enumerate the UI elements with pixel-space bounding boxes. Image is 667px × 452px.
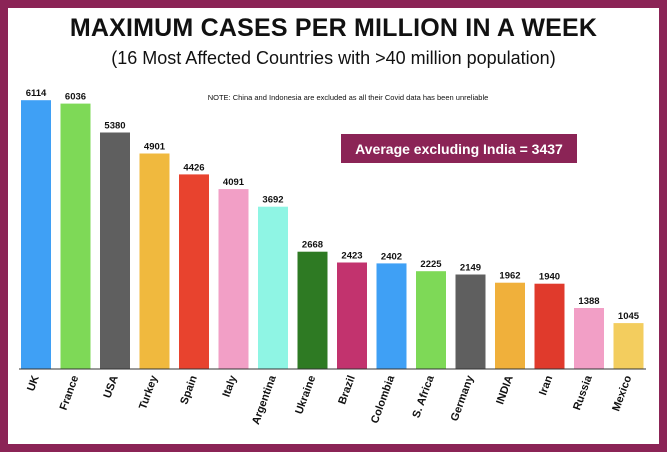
bar-brazil: [337, 262, 367, 369]
x-tick-label: Ukraine: [293, 374, 318, 416]
data-label: 4426: [183, 162, 204, 173]
x-tick-label: Iran: [537, 374, 555, 397]
x-tick-label: UK: [25, 374, 42, 393]
x-tick-label: USA: [102, 374, 121, 400]
bar-usa: [100, 132, 130, 369]
x-tick-label: Germany: [449, 373, 477, 423]
average-annotation: Average excluding India = 3437: [341, 134, 577, 163]
bar-russia: [574, 308, 604, 369]
bar-s-africa: [416, 271, 446, 369]
data-label: 2402: [381, 251, 402, 262]
data-label: 1962: [499, 271, 520, 282]
chart-subtitle: (16 Most Affected Countries with >40 mil…: [111, 48, 556, 68]
x-tick-label: S. Africa: [410, 373, 437, 419]
bar-spain: [179, 174, 209, 369]
x-tick-label: Brazil: [336, 374, 358, 406]
x-tick-label: Mexico: [610, 374, 634, 413]
data-label: 4091: [223, 177, 245, 188]
bar-colombia: [376, 263, 407, 369]
bar-italy: [218, 189, 249, 369]
x-tick-label: Italy: [221, 373, 240, 399]
bar-mexico: [613, 323, 644, 369]
x-tick-label: INDIA: [494, 374, 516, 406]
bar-ukraine: [297, 251, 328, 369]
bar-iran: [534, 283, 565, 369]
bar-turkey: [139, 153, 170, 369]
chart-note: NOTE: China and Indonesia are excluded a…: [207, 93, 489, 102]
bar-argentina: [258, 206, 288, 369]
x-tick-label: France: [58, 374, 82, 412]
bar-france: [60, 103, 91, 369]
data-label: 6036: [65, 92, 86, 103]
data-label: 5380: [104, 121, 125, 132]
data-label: 1940: [539, 272, 560, 283]
data-label: 2668: [302, 240, 323, 251]
x-tick-label: Colombia: [369, 373, 398, 425]
chart-title: MAXIMUM CASES PER MILLION IN A WEEK: [69, 14, 598, 42]
bar-india: [495, 282, 525, 369]
bar-germany: [455, 274, 486, 369]
data-label: 6114: [26, 88, 47, 99]
data-label: 2225: [420, 259, 442, 270]
x-tick-label: Turkey: [137, 373, 161, 411]
data-label: 1388: [578, 296, 599, 307]
data-label: 1045: [618, 311, 640, 322]
data-label: 2423: [341, 251, 362, 262]
x-tick-label: Russia: [571, 373, 595, 412]
data-label: 2149: [460, 263, 481, 274]
data-label: 3692: [262, 195, 283, 206]
x-tick-label: Spain: [178, 374, 200, 407]
bar-uk: [21, 100, 51, 369]
data-label: 4901: [144, 142, 166, 153]
x-tick-label: Argentina: [250, 373, 279, 426]
